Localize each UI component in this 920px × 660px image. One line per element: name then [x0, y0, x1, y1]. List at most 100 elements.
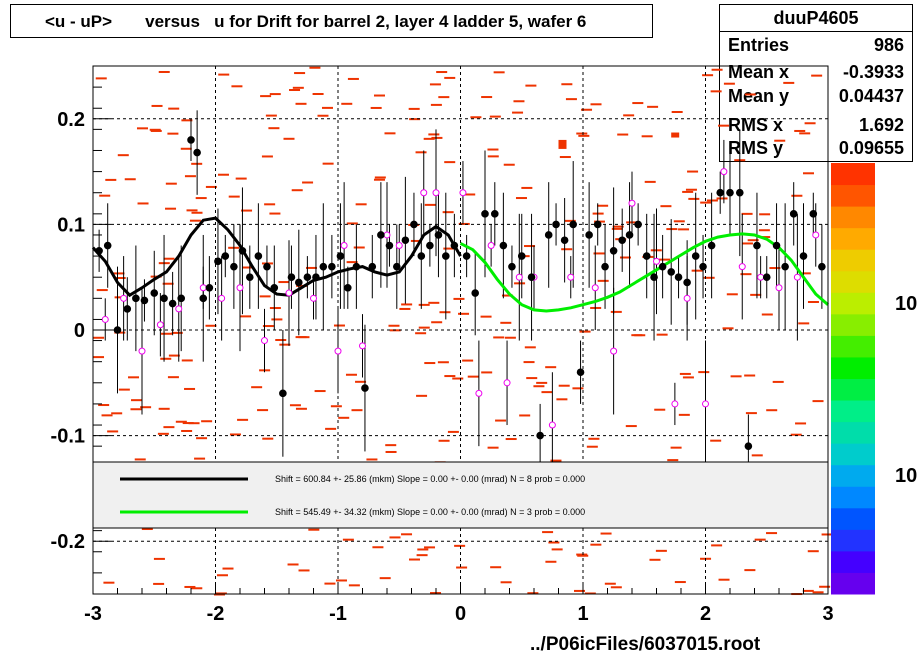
- histogram-bin: [410, 239, 422, 242]
- histogram-bin: [222, 567, 234, 570]
- histogram-bin: [747, 239, 759, 242]
- histogram-bin: [741, 242, 753, 245]
- data-point: [261, 337, 268, 345]
- histogram-bin: [409, 558, 421, 561]
- histogram-bin: [670, 446, 682, 449]
- histogram-bin: [165, 182, 177, 185]
- data-point: [230, 262, 238, 271]
- histogram-bin: [150, 129, 162, 132]
- histogram-bin: [462, 359, 474, 362]
- histogram-bin: [500, 321, 512, 324]
- data-point: [113, 326, 122, 334]
- histogram-bin: [495, 419, 507, 422]
- histogram-bin: [341, 102, 353, 105]
- colorbar-label: 10: [895, 293, 917, 315]
- data-point: [462, 252, 471, 260]
- histogram-bin: [182, 422, 194, 425]
- histogram-bin: [355, 380, 367, 383]
- data-point: [736, 188, 744, 197]
- data-point: [175, 305, 183, 313]
- histogram-bin: [564, 219, 576, 222]
- stat-value: 1.692: [858, 115, 904, 135]
- histogram-bin: [424, 203, 436, 206]
- stat-label: Entries: [728, 35, 790, 55]
- histogram-bin: [802, 172, 814, 175]
- histogram-bin: [295, 102, 307, 105]
- histogram-bin: [351, 409, 363, 412]
- histogram-bin: [151, 104, 163, 107]
- axes: -3 -2 -1 0 1 2 3 0.2 0.1 0 -0.1 -0.2: [51, 65, 834, 625]
- x-tick-label: 2: [700, 603, 711, 625]
- y-tick-label: -0.1: [51, 426, 85, 448]
- histogram-bin: [593, 252, 605, 255]
- histogram-bin: [674, 581, 686, 584]
- histogram-bin: [335, 579, 347, 582]
- histogram-bin: [641, 135, 653, 138]
- data-point: [395, 242, 403, 250]
- histogram-bin: [481, 96, 493, 99]
- histogram-bin: [682, 376, 694, 379]
- data-point: [702, 400, 709, 408]
- histogram-bin: [794, 129, 806, 132]
- data-point: [683, 294, 691, 302]
- histogram-bin: [504, 336, 516, 339]
- histogram-bin: [130, 408, 142, 411]
- histogram-bin: [666, 228, 678, 231]
- histogram-bin: [710, 90, 722, 93]
- histogram-bin: [287, 563, 299, 566]
- histogram-bin: [812, 400, 824, 403]
- histogram-bin: [710, 439, 722, 442]
- histogram-bin: [541, 391, 553, 394]
- data-point: [762, 273, 771, 282]
- histogram-bin: [718, 578, 730, 581]
- histogram-bin: [124, 178, 136, 181]
- data-point: [205, 283, 214, 292]
- histogram-bin: [691, 269, 703, 272]
- histogram-bin: [623, 114, 635, 117]
- data-point: [642, 252, 651, 260]
- histogram-bin: [577, 554, 589, 557]
- histogram-bin: [167, 376, 179, 379]
- histogram-bin: [264, 203, 276, 206]
- histogram-bin: [659, 258, 671, 261]
- x-tick-label: 3: [822, 603, 833, 625]
- data-point: [601, 262, 609, 271]
- histogram-bin: [168, 354, 180, 357]
- histogram-bin: [458, 312, 470, 315]
- histogram-bin: [711, 544, 723, 547]
- data-point: [279, 389, 287, 398]
- data-point: [726, 188, 734, 197]
- histogram-bin: [107, 430, 119, 433]
- data-point: [156, 321, 164, 329]
- histogram-bin: [325, 427, 337, 430]
- chart-title: <u - uP> versus u for Drift for barrel 2…: [45, 12, 587, 31]
- data-point: [757, 273, 765, 281]
- data-point: [393, 262, 401, 271]
- histogram-bin: [278, 281, 290, 284]
- histogram-bin: [521, 186, 533, 189]
- data-point: [340, 242, 348, 250]
- data-point: [610, 347, 618, 355]
- color-band: [831, 550, 875, 573]
- histogram-bin: [114, 276, 126, 279]
- data-point: [753, 241, 761, 250]
- histogram-bin: [644, 180, 656, 183]
- histogram-bin: [302, 181, 314, 184]
- color-band: [831, 507, 875, 530]
- histogram-bin: [181, 429, 193, 432]
- histogram-bin: [418, 303, 430, 306]
- footer-filename: ../P06icFiles/6037015.root: [530, 634, 761, 655]
- histogram-bin: [175, 420, 187, 423]
- histogram-bin: [134, 458, 146, 461]
- data-point: [287, 273, 296, 282]
- color-band: [831, 443, 875, 466]
- data-point: [738, 263, 746, 271]
- data-point: [527, 273, 536, 282]
- histogram-bin: [671, 132, 680, 138]
- histogram-bin: [438, 439, 450, 442]
- histogram-bin: [167, 132, 179, 135]
- histogram-bin: [456, 566, 468, 569]
- stat-value: 986: [873, 35, 904, 55]
- data-point: [132, 294, 140, 303]
